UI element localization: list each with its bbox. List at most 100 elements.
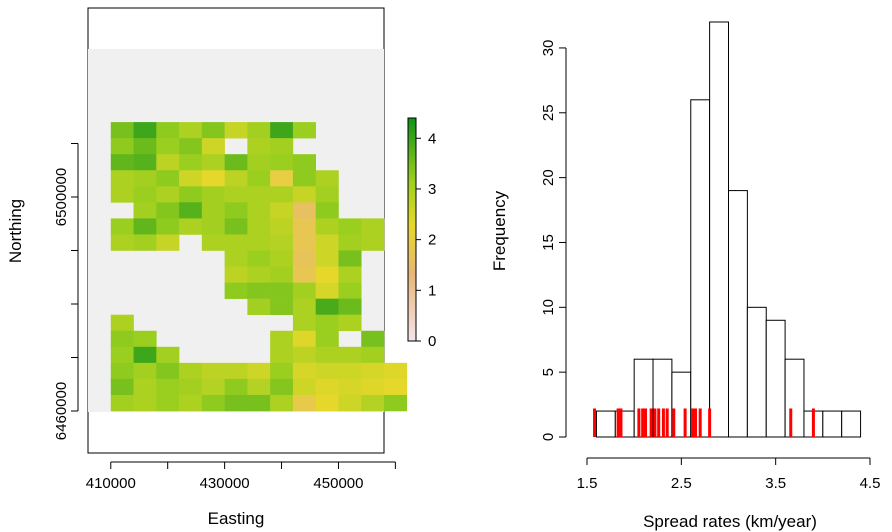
- map-cell: [315, 362, 339, 380]
- map-y-tick-label: 6460000: [53, 382, 70, 440]
- map-cell: [270, 298, 294, 315]
- map-cell: [292, 346, 316, 364]
- map-cell: [179, 186, 203, 203]
- map-cell: [201, 186, 225, 203]
- map-cell: [338, 314, 362, 332]
- colorbar-tick-label: 4: [428, 130, 436, 147]
- map-cell: [292, 202, 316, 219]
- map-cell: [201, 170, 225, 187]
- map-cell: [179, 202, 203, 219]
- map-cell: [224, 234, 248, 251]
- histogram-bar: [784, 358, 805, 438]
- map-cell: [338, 266, 362, 283]
- map-cell: [338, 346, 362, 364]
- map-cell: [292, 186, 316, 203]
- colorbar-tick-label: 0: [428, 333, 436, 350]
- map-cell: [247, 378, 271, 396]
- histogram-x-tick-label: 3.5: [765, 475, 786, 492]
- map-cell: [292, 154, 316, 171]
- map-cell: [110, 330, 134, 348]
- map-x-tick-label: 410000: [86, 475, 136, 492]
- map-cell: [270, 346, 294, 364]
- map-cell: [156, 218, 180, 235]
- map-cell: [338, 298, 362, 315]
- map-cell: [247, 234, 271, 251]
- histogram-x-tick-label: 2.5: [671, 475, 692, 492]
- map-cell: [133, 218, 157, 235]
- histogram-x-tick-label: 4.5: [860, 475, 881, 492]
- map-cell: [133, 394, 157, 412]
- map-cell: [110, 394, 134, 412]
- map-cell: [224, 170, 248, 187]
- map-cell: [338, 250, 362, 267]
- map-cell: [361, 330, 385, 348]
- map-cell: [224, 154, 248, 171]
- map-cell: [270, 362, 294, 380]
- histogram-x-axis-title: Spread rates (km/year): [643, 512, 817, 531]
- map-cell: [156, 122, 180, 139]
- map-cell: [224, 394, 248, 412]
- map-cell: [179, 362, 203, 380]
- histogram-y-axis: 0 5 10 15 20 25 30: [540, 40, 567, 441]
- colorbar-tick-label: 3: [428, 181, 436, 198]
- map-cell: [384, 378, 408, 396]
- map-cell: [270, 330, 294, 348]
- map-cell: [315, 234, 339, 251]
- map-cell: [292, 330, 316, 348]
- map-cell: [361, 394, 385, 412]
- map-cell: [156, 154, 180, 171]
- map-cell: [133, 154, 157, 171]
- histogram-y-tick-label: 5: [540, 368, 557, 376]
- map-cell: [292, 250, 316, 267]
- map-cell: [292, 170, 316, 187]
- map-cell: [179, 394, 203, 412]
- map-cell: [133, 330, 157, 348]
- map-cell: [201, 378, 225, 396]
- map-cell: [315, 378, 339, 396]
- map-cell: [179, 138, 203, 155]
- map-cell: [384, 362, 408, 380]
- map-cell: [315, 394, 339, 412]
- map-cell: [247, 362, 271, 380]
- map-cell: [247, 138, 271, 155]
- map-cell: [156, 378, 180, 396]
- map-y-axis: 6460000 6500000: [53, 143, 79, 440]
- map-cell: [133, 138, 157, 155]
- map-cell: [179, 378, 203, 396]
- map-cell: [201, 202, 225, 219]
- map-cell: [201, 122, 225, 139]
- colorbar-tick-label: 1: [428, 282, 436, 299]
- histogram-x-axis: 1.5 2.5 3.5 4.5: [577, 457, 881, 492]
- map-cell: [224, 266, 248, 283]
- map-cell: [156, 346, 180, 364]
- map-cell: [292, 362, 316, 380]
- map-cell: [292, 298, 316, 315]
- map-cell: [247, 170, 271, 187]
- map-cell: [201, 362, 225, 380]
- map-cell: [133, 122, 157, 139]
- histogram-bar: [595, 410, 616, 438]
- map-cell: [292, 234, 316, 251]
- histogram-panel: 1.5 2.5 3.5 4.5 0 5 10 15 20 25 30 Spread rates (…: [490, 21, 881, 531]
- histogram-y-tick-label: 20: [540, 169, 557, 186]
- map-cell: [315, 298, 339, 315]
- histogram-y-tick-label: 30: [540, 40, 557, 57]
- colorbar: [407, 117, 417, 342]
- colorbar-ticks: 0 1 2 3 4: [416, 130, 436, 350]
- map-y-axis-title: Northing: [6, 199, 25, 263]
- map-cell: [270, 378, 294, 396]
- map-cell: [384, 394, 408, 412]
- map-cell: [270, 394, 294, 412]
- map-cell: [110, 314, 134, 332]
- map-cell: [156, 170, 180, 187]
- map-cell: [247, 218, 271, 235]
- map-cell: [247, 202, 271, 219]
- histogram-bar: [709, 21, 730, 438]
- histogram-bar: [746, 306, 767, 438]
- map-cell: [270, 122, 294, 139]
- map-cell: [292, 394, 316, 412]
- map-cell: [110, 138, 134, 155]
- map-y-tick-label: 6500000: [53, 168, 70, 226]
- map-cell: [110, 186, 134, 203]
